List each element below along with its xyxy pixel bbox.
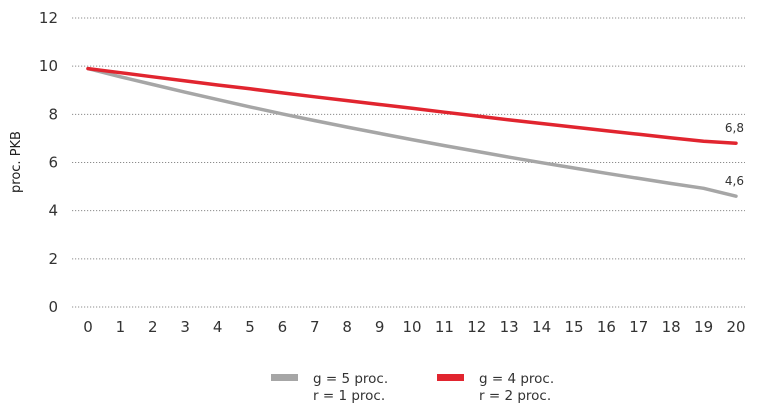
- x-tick-label: 14: [532, 318, 551, 336]
- x-tick-label: 7: [310, 318, 320, 336]
- x-tick-label: 6: [278, 318, 288, 336]
- x-tick-label: 12: [467, 318, 486, 336]
- data-labels: 4,6 6,8: [725, 121, 744, 188]
- y-tick-label: 10: [39, 57, 58, 75]
- data-label-end: 4,6: [725, 174, 744, 188]
- x-tick-label: 5: [245, 318, 255, 336]
- series-lines: [86, 66, 738, 198]
- x-tick-label: 20: [726, 318, 745, 336]
- x-tick-label: 8: [342, 318, 352, 336]
- x-tick-label: 19: [694, 318, 713, 336]
- legend: g = 5 proc.r = 1 proc. g = 4 proc.r = 2 p…: [271, 371, 554, 404]
- series-line-2: [86, 66, 738, 145]
- y-tick-label: 4: [48, 202, 58, 220]
- y-tick-label: 6: [48, 154, 58, 172]
- legend-swatch: [437, 374, 464, 381]
- x-tick-label: 0: [83, 318, 93, 336]
- x-tick-label: 17: [629, 318, 648, 336]
- x-axis-ticks: 0 1 2 3 4 5 6 7 8 9 10 11 12 13 14 15 16 17 18 19 20: [83, 318, 745, 336]
- x-tick-label: 18: [662, 318, 681, 336]
- legend-label-line2: r = 2 proc.: [479, 388, 551, 404]
- y-tick-label: 8: [48, 105, 58, 123]
- x-tick-label: 9: [375, 318, 385, 336]
- legend-label: g = 5 proc.: [313, 371, 388, 387]
- series-line-1: [86, 66, 738, 198]
- x-tick-label: 2: [148, 318, 158, 336]
- x-tick-label: 1: [116, 318, 126, 336]
- x-tick-label: 3: [180, 318, 190, 336]
- y-axis-label: proc. PKB: [9, 131, 24, 193]
- y-tick-label: 12: [39, 9, 58, 27]
- x-tick-label: 15: [564, 318, 583, 336]
- legend-label-line2: r = 1 proc.: [313, 388, 385, 404]
- y-tick-label: 2: [48, 250, 58, 268]
- gridlines: [72, 17, 745, 308]
- y-tick-label: 0: [48, 298, 58, 316]
- x-tick-label: 10: [402, 318, 421, 336]
- data-label-end: 6,8: [725, 121, 744, 135]
- y-axis-ticks: 0 2 4 6 8 10 12: [39, 9, 58, 316]
- x-tick-label: 11: [435, 318, 454, 336]
- x-tick-label: 13: [500, 318, 519, 336]
- legend-label: g = 4 proc.: [479, 371, 554, 387]
- legend-swatch: [271, 374, 298, 381]
- x-tick-label: 16: [597, 318, 616, 336]
- x-tick-label: 4: [213, 318, 223, 336]
